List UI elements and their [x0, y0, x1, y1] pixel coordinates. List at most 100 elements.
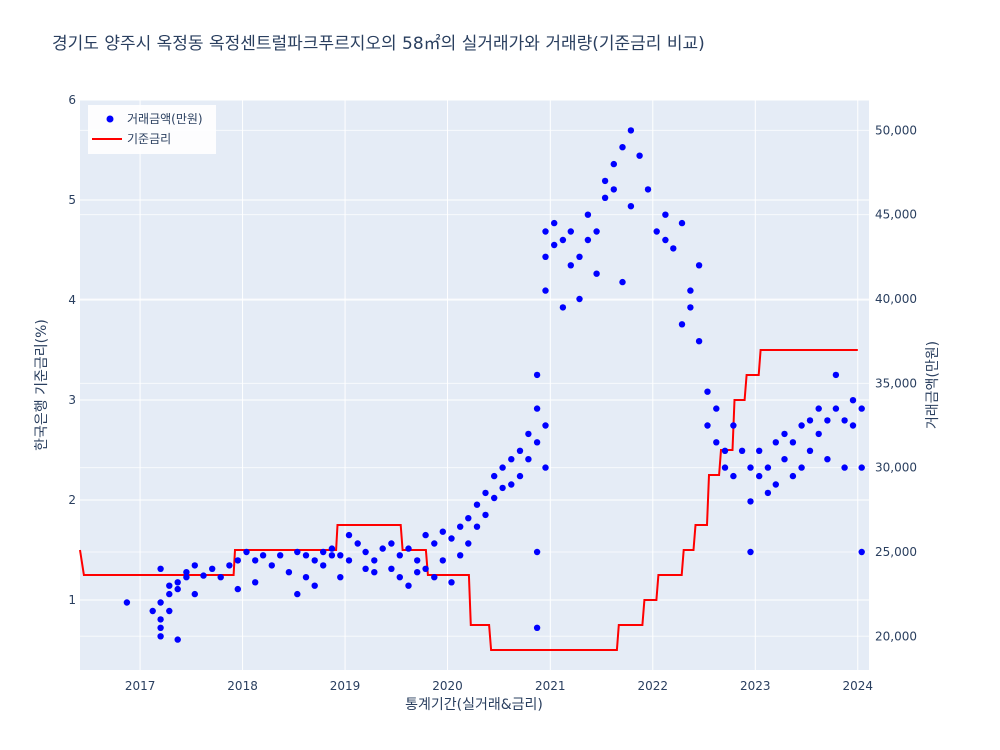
- transaction-point: [157, 565, 164, 572]
- transaction-point: [806, 417, 814, 424]
- transaction-point: [824, 417, 831, 424]
- transaction-point: [268, 562, 275, 569]
- transaction-point: [337, 574, 344, 581]
- transaction-point: [157, 616, 164, 623]
- transaction-point: [533, 405, 541, 412]
- transaction-point: [388, 540, 395, 547]
- transaction-point: [166, 590, 173, 598]
- transaction-point: [405, 545, 412, 552]
- transaction-point: [294, 590, 301, 598]
- y-right-tick-label: 45,000: [875, 208, 917, 222]
- transaction-point: [584, 211, 592, 218]
- transaction-point: [149, 607, 156, 615]
- transaction-point: [772, 439, 779, 446]
- transaction-point: [567, 228, 574, 235]
- transaction-point: [191, 590, 198, 598]
- transaction-point: [619, 144, 626, 151]
- transaction-point: [226, 562, 233, 569]
- x-tick-label: 2019: [330, 679, 361, 693]
- transaction-point: [704, 422, 711, 429]
- transaction-point: [388, 565, 395, 572]
- transaction-point: [217, 574, 224, 581]
- x-tick-label: 2022: [638, 679, 669, 693]
- x-axis-ticks: 2017 2018 2019 2020 2021 2022 2023 2024: [125, 679, 873, 693]
- transaction-point: [798, 464, 805, 471]
- transaction-point: [422, 565, 429, 572]
- transaction-point: [174, 636, 181, 643]
- transaction-point: [824, 456, 831, 463]
- transaction-point: [234, 557, 241, 564]
- x-tick-label: 2020: [432, 679, 463, 693]
- transaction-point: [405, 582, 412, 589]
- transaction-point: [209, 565, 216, 572]
- transaction-point: [858, 464, 865, 471]
- transaction-point: [320, 548, 327, 556]
- y-right-tick-label: 25,000: [875, 545, 917, 559]
- transaction-point: [789, 439, 797, 446]
- transaction-point: [414, 557, 421, 564]
- transaction-point: [747, 548, 754, 556]
- y-left-tick-label: 6: [68, 93, 76, 107]
- transaction-point: [123, 599, 131, 606]
- transaction-point: [610, 186, 617, 193]
- transaction-point: [252, 579, 259, 586]
- y-right-tick-label: 40,000: [875, 292, 917, 306]
- transaction-point: [781, 430, 788, 438]
- transaction-point: [721, 464, 729, 471]
- transaction-point: [491, 472, 498, 480]
- transaction-point: [636, 152, 643, 159]
- transaction-point: [559, 236, 567, 244]
- transaction-point: [789, 472, 797, 480]
- transaction-point: [567, 262, 574, 269]
- transaction-point: [371, 569, 378, 576]
- transaction-point: [730, 472, 737, 480]
- legend-label-transactions: 거래금액(만원): [127, 112, 203, 126]
- transaction-point: [764, 489, 772, 497]
- transaction-point: [508, 481, 515, 488]
- transaction-points-layer: [123, 127, 865, 643]
- transaction-point: [311, 582, 318, 589]
- transaction-point: [285, 569, 293, 576]
- legend-marker-transactions: [106, 115, 114, 123]
- transaction-point: [619, 278, 626, 286]
- transaction-point: [157, 633, 164, 640]
- transaction-point: [721, 447, 729, 454]
- transaction-point: [482, 489, 489, 497]
- transaction-point: [354, 540, 361, 547]
- transaction-point: [747, 464, 754, 471]
- x-tick-label: 2021: [535, 679, 566, 693]
- transaction-point: [473, 501, 481, 508]
- transaction-point: [678, 219, 686, 227]
- transaction-point: [704, 388, 711, 395]
- transaction-point: [328, 552, 336, 559]
- transaction-point: [157, 599, 164, 606]
- transaction-point: [551, 219, 558, 227]
- y-right-tick-label: 50,000: [875, 123, 917, 137]
- transaction-point: [396, 574, 403, 581]
- transaction-point: [371, 557, 378, 564]
- transaction-point: [482, 511, 489, 519]
- transaction-point: [465, 515, 472, 522]
- transaction-point: [174, 579, 181, 586]
- transaction-point: [858, 405, 865, 412]
- transaction-point: [542, 464, 549, 471]
- legend-label-rate: 기준금리: [127, 132, 171, 146]
- transaction-point: [533, 371, 541, 379]
- transaction-point: [337, 552, 344, 559]
- x-tick-label: 2023: [740, 679, 771, 693]
- transaction-point: [772, 481, 779, 488]
- rate-line: [79, 349, 858, 651]
- transaction-point: [431, 574, 438, 581]
- transaction-point: [695, 262, 703, 269]
- y-right-axis-title: 거래금액(만원): [925, 341, 941, 429]
- transaction-point: [362, 548, 369, 556]
- transaction-point: [439, 557, 446, 564]
- transaction-point: [422, 531, 429, 539]
- transaction-point: [670, 245, 677, 252]
- transaction-point: [191, 562, 198, 569]
- transaction-point: [738, 447, 746, 454]
- legend[interactable]: 거래금액(만원) 기준금리: [88, 105, 216, 154]
- transaction-point: [457, 552, 464, 559]
- transaction-point: [764, 464, 772, 471]
